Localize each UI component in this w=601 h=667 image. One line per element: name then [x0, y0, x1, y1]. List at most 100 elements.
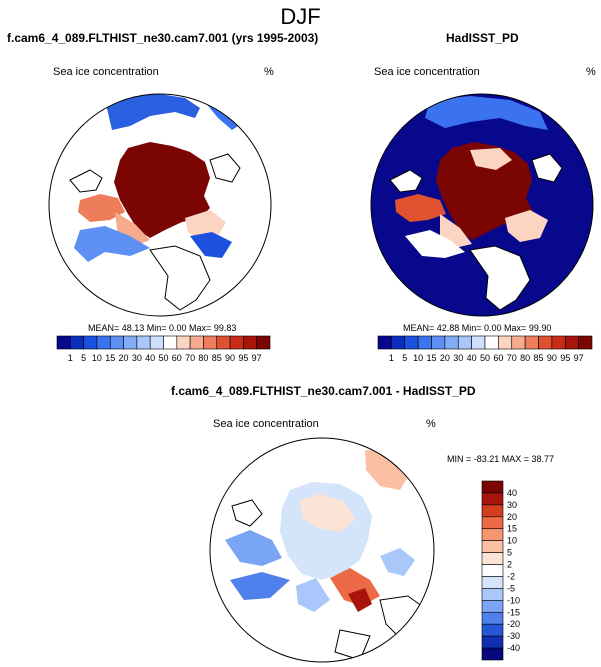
- diff-colorbar-tick-label: 30: [507, 500, 517, 510]
- diff-colorbar-tick-label: -20: [507, 619, 520, 629]
- left-colorbar-swatch: [96, 335, 111, 350]
- left-arctic-ice: [114, 142, 210, 238]
- right-colorbar-tick-label: 30: [453, 353, 463, 363]
- diff-colorbar-swatch: [481, 528, 504, 541]
- diff-colorbar-tick-label: -5: [507, 583, 515, 593]
- left-colorbar-tick-label: 50: [158, 353, 168, 363]
- left-stats: MEAN= 48.13 Min= 0.00 Max= 99.83: [88, 323, 237, 333]
- right-colorbar-tick-label: 15: [426, 353, 436, 363]
- right-stats: MEAN= 42.88 Min= 0.00 Max= 99.90: [403, 323, 552, 333]
- right-colorbar-swatch: [498, 335, 513, 350]
- right-colorbar-tick-label: 10: [413, 353, 423, 363]
- left-colorbar-tick-label: 80: [198, 353, 208, 363]
- diff-variable-label: Sea ice concentration: [213, 418, 319, 430]
- left-variable-label: Sea ice concentration: [53, 66, 159, 78]
- diff-colorbar-swatch: [481, 600, 504, 613]
- left-colorbar-swatch: [163, 335, 178, 350]
- diff-map: [210, 438, 434, 662]
- right-colorbar-swatch: [377, 335, 392, 350]
- diff-units-label: %: [426, 418, 436, 430]
- right-colorbar-swatch: [417, 335, 432, 350]
- right-panel-heading: HadISST_PD: [446, 31, 519, 45]
- diff-colorbar-tick-label: 2: [507, 560, 512, 570]
- left-colorbar-swatch: [56, 335, 71, 350]
- left-colorbar-swatch: [83, 335, 98, 350]
- right-colorbar-swatch: [444, 335, 459, 350]
- right-colorbar-swatch: [457, 335, 472, 350]
- left-colorbar-tick-label: 60: [172, 353, 182, 363]
- right-colorbar-swatch: [511, 335, 526, 350]
- right-colorbar-tick-label: 20: [440, 353, 450, 363]
- diff-panel-heading: f.cam6_4_089.FLTHIST_ne30.cam7.001 - Had…: [171, 384, 476, 398]
- left-colorbar-tick-label: 95: [238, 353, 248, 363]
- diff-colorbar-swatch: [481, 540, 504, 553]
- left-colorbar-swatch: [136, 335, 151, 350]
- diff-colorbar-tick-label: -15: [507, 607, 520, 617]
- left-colorbar-tick-label: 5: [81, 353, 86, 363]
- left-colorbar-swatch: [176, 335, 191, 350]
- right-colorbar-swatch: [391, 335, 406, 350]
- diff-colorbar-tick-label: 5: [507, 548, 512, 558]
- right-colorbar-swatch: [471, 335, 486, 350]
- left-colorbar: 1 5 10 15 20 30 40 50 60 70 80 85 90 95 97: [56, 335, 271, 363]
- right-colorbar-tick-label: 70: [507, 353, 517, 363]
- page-title: DJF: [280, 4, 321, 29]
- diff-colorbar-swatch: [481, 504, 504, 518]
- left-colorbar-swatch: [216, 335, 231, 350]
- left-colorbar-swatch: [203, 335, 218, 350]
- diff-colorbar-swatch: [481, 492, 504, 506]
- right-map: [371, 94, 593, 316]
- diff-colorbar-swatch: [481, 576, 504, 589]
- left-colorbar-tick-label: 10: [92, 353, 102, 363]
- diff-colorbar: 40 30 20 15 10 5 2-2 -5 -10 -15 -20 -30 -40: [481, 480, 520, 661]
- right-colorbar-swatch: [404, 335, 419, 350]
- right-colorbar-swatch: [564, 335, 579, 350]
- diff-colorbar-swatch: [481, 480, 504, 494]
- left-colorbar-swatch: [256, 335, 271, 350]
- left-colorbar-swatch: [109, 335, 124, 350]
- diff-colorbar-tick-label: -40: [507, 643, 520, 653]
- right-colorbar-tick-label: 1: [389, 353, 394, 363]
- left-colorbar-tick-label: 97: [252, 353, 262, 363]
- right-map-frame: [370, 93, 594, 317]
- left-colorbar-swatch: [123, 335, 138, 350]
- diff-colorbar-tick-label: -10: [507, 595, 520, 605]
- right-arctic-ice: [436, 142, 532, 240]
- left-map: [49, 94, 271, 316]
- diff-colorbar-tick-label: 40: [507, 488, 517, 498]
- left-colorbar-swatch: [243, 335, 257, 350]
- right-colorbar-tick-label: 5: [402, 353, 407, 363]
- left-colorbar-swatch: [189, 335, 204, 350]
- right-colorbar-tick-label: 85: [533, 353, 543, 363]
- right-units-label: %: [586, 66, 596, 78]
- right-colorbar-swatch: [551, 335, 566, 350]
- diff-colorbar-swatch: [481, 623, 504, 637]
- diff-colorbar-tick-label: -2: [507, 571, 515, 581]
- diff-colorbar-swatch: [481, 588, 504, 601]
- left-panel-heading: f.cam6_4_089.FLTHIST_ne30.cam7.001 (yrs …: [7, 31, 319, 45]
- left-colorbar-swatch: [149, 335, 164, 350]
- right-colorbar-swatch: [538, 335, 553, 350]
- diff-colorbar-tick-label: 10: [507, 536, 517, 546]
- right-colorbar-swatch: [578, 335, 593, 350]
- left-colorbar-tick-label: 15: [105, 353, 115, 363]
- right-colorbar-tick-label: 50: [480, 353, 490, 363]
- right-colorbar-swatch: [524, 335, 539, 350]
- right-colorbar-swatch: [484, 335, 499, 350]
- diff-colorbar-swatch: [481, 635, 504, 649]
- left-colorbar-swatch: [229, 335, 244, 350]
- left-colorbar-swatch: [70, 335, 84, 350]
- right-colorbar-swatch: [431, 335, 446, 350]
- diff-colorbar-tick-label: 15: [507, 524, 517, 534]
- diff-colorbar-tick-label: 20: [507, 512, 517, 522]
- right-colorbar-tick-label: 97: [574, 353, 584, 363]
- diff-colorbar-swatch: [481, 552, 504, 565]
- diff-colorbar-swatch: [481, 516, 504, 530]
- diff-colorbar-swatch: [481, 647, 504, 661]
- right-colorbar-tick-label: 90: [547, 353, 557, 363]
- right-colorbar-tick-label: 95: [560, 353, 570, 363]
- diff-stats: MIN = -83.21 MAX = 38.77: [447, 454, 555, 464]
- right-colorbar-tick-label: 60: [493, 353, 503, 363]
- left-colorbar-tick-label: 20: [119, 353, 129, 363]
- left-colorbar-tick-label: 90: [225, 353, 235, 363]
